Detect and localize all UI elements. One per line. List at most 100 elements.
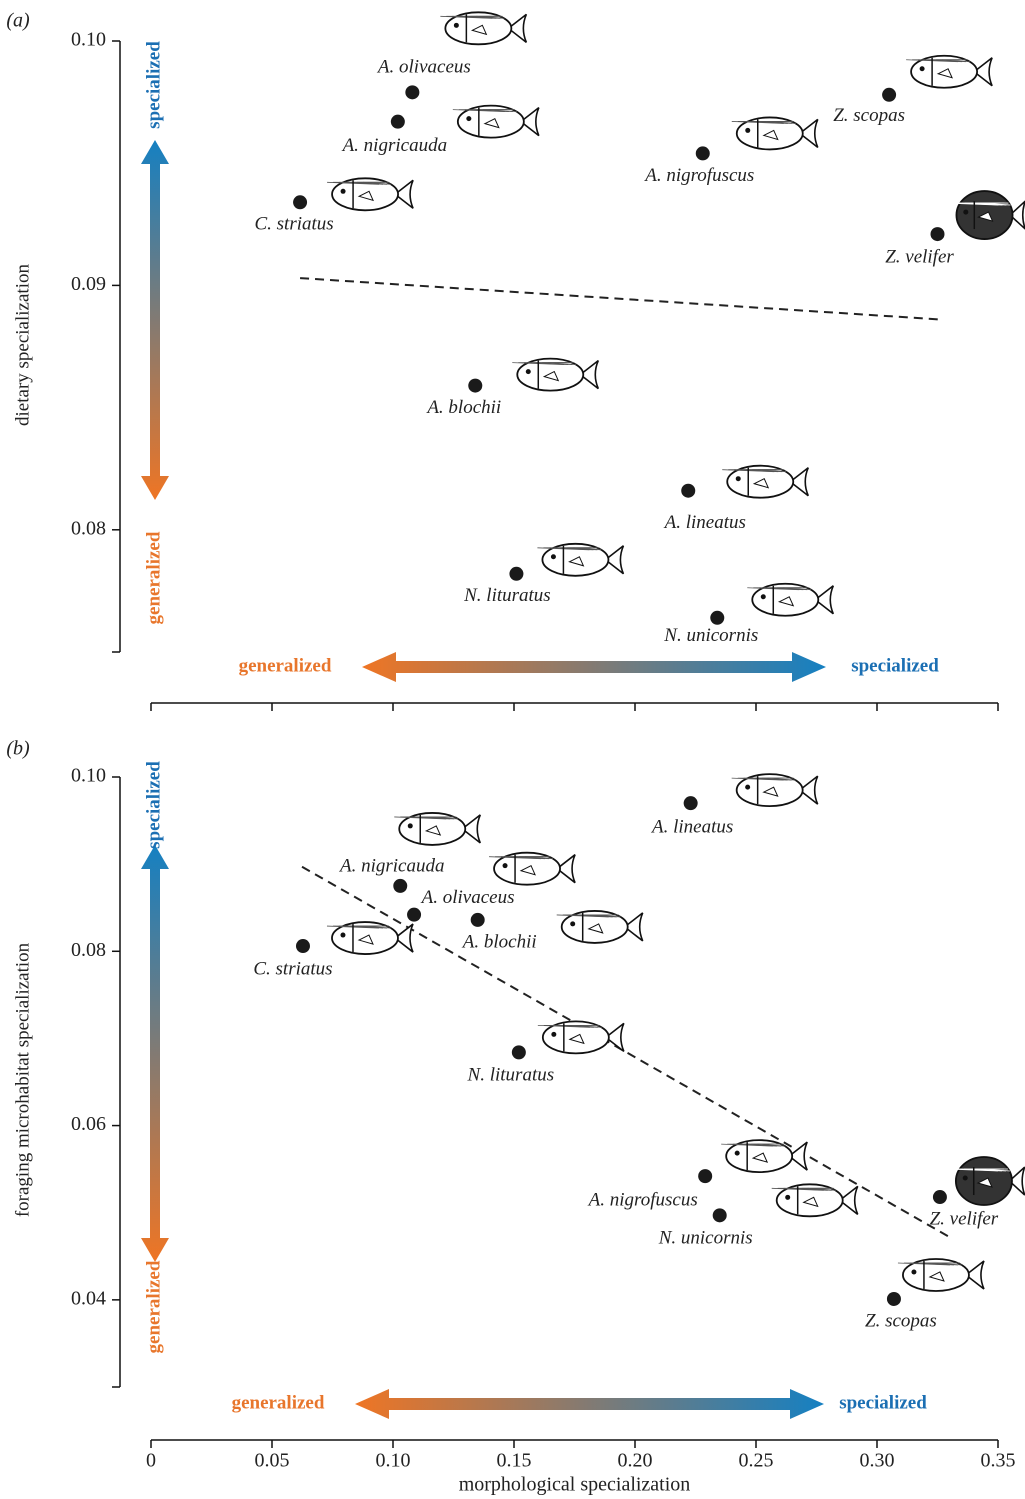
- species-label: N. lituratus: [467, 1065, 555, 1086]
- x-tick-label: 0.30: [860, 1450, 895, 1472]
- species-label: Z. scopas: [833, 105, 905, 126]
- fish-eye: [551, 1032, 556, 1037]
- fish-eye: [963, 210, 968, 215]
- y-tick-label: 0.10: [71, 29, 106, 51]
- fish-eye: [920, 66, 925, 71]
- species-label: A. lineatus: [663, 512, 746, 533]
- fish-eye: [408, 823, 413, 828]
- data-point: [931, 227, 945, 241]
- data-point: [468, 379, 482, 393]
- data-point: [512, 1045, 526, 1059]
- fish-eye: [745, 128, 750, 133]
- species-label: A. nigricauda: [338, 855, 445, 876]
- data-point: [471, 913, 485, 927]
- y-arrow-label: specialized: [143, 761, 164, 849]
- fish-icon: [394, 813, 480, 845]
- fish-eye: [785, 1195, 790, 1200]
- fish-eye: [340, 933, 345, 938]
- fish-icon: [453, 106, 539, 138]
- panel-label: (a): [6, 10, 30, 32]
- x-arrow-label: generalized: [232, 1392, 325, 1413]
- x-axis-label: morphological specialization: [459, 1474, 691, 1496]
- fish-icon: [538, 1021, 624, 1053]
- x-tick-label: 0.20: [618, 1450, 653, 1472]
- x-arrow-label: generalized: [239, 655, 332, 676]
- fish-eye: [454, 23, 459, 28]
- fish-eye: [963, 1176, 968, 1181]
- fish-eye: [503, 863, 508, 868]
- x-gradient-arrow: [362, 652, 826, 682]
- fish-icon: [732, 117, 818, 149]
- data-point: [405, 85, 419, 99]
- fish-icon: [512, 359, 598, 391]
- data-point: [698, 1169, 712, 1183]
- fish-eye: [551, 554, 556, 559]
- trendline: [300, 278, 942, 320]
- x-tick-label: 0.10: [376, 1450, 411, 1472]
- data-point: [509, 567, 523, 581]
- data-point: [293, 195, 307, 209]
- y-axis-label: dietary specialization: [12, 264, 33, 426]
- data-point: [393, 879, 407, 893]
- species-label: C. striatus: [253, 958, 332, 979]
- fish-eye: [466, 116, 471, 121]
- fish-icon: [772, 1184, 858, 1216]
- fish-icon: [327, 178, 413, 210]
- fish-icon: [537, 544, 623, 576]
- fish-icon: [440, 12, 526, 44]
- species-label: A. blochii: [425, 397, 501, 418]
- figure: (a) dietary specialization 0.08 0.09 0.10 spe…: [0, 0, 1025, 1499]
- y-arrow-label: generalized: [143, 1260, 164, 1353]
- species-label: N. unicornis: [658, 1228, 753, 1249]
- y-tick-label: 0.08: [71, 517, 106, 539]
- x-arrow-label: specialized: [851, 655, 939, 676]
- species-label: A. blochii: [461, 931, 537, 952]
- y-tick-label: 0.10: [71, 765, 106, 787]
- data-point: [681, 484, 695, 498]
- data-point: [296, 939, 310, 953]
- fish-icon: [947, 191, 1025, 239]
- x-arrow-label: specialized: [839, 1392, 927, 1413]
- data-point: [882, 88, 896, 102]
- fish-icon: [327, 922, 413, 954]
- data-point: [407, 908, 421, 922]
- fish-eye: [341, 189, 346, 194]
- fish-icon: [722, 466, 808, 498]
- fish-icon: [557, 911, 643, 943]
- fish-eye: [911, 1269, 916, 1274]
- fish-icon: [906, 56, 992, 88]
- fish-icon: [946, 1157, 1025, 1205]
- panel-label: (b): [6, 738, 30, 760]
- fish-eye: [761, 594, 766, 599]
- data-point: [887, 1292, 901, 1306]
- fish-icon: [721, 1140, 807, 1172]
- fish-eye: [745, 785, 750, 790]
- x-tick-label: 0.25: [739, 1450, 774, 1472]
- y-tick-label: 0.08: [71, 939, 106, 961]
- x-tick-label: 0.05: [255, 1450, 290, 1472]
- fish-icon: [489, 853, 575, 885]
- y-tick-label: 0.06: [71, 1113, 106, 1135]
- data-point: [684, 796, 698, 810]
- species-label: N. unicornis: [663, 625, 758, 646]
- y-gradient-arrow: [141, 140, 169, 500]
- species-label: Z. velifer: [930, 1208, 999, 1229]
- data-point: [391, 115, 405, 129]
- x-tick-label: 0.35: [981, 1450, 1016, 1472]
- species-label: A. olivaceus: [376, 57, 471, 78]
- fish-icon: [732, 774, 818, 806]
- species-label: A. nigrofuscus: [643, 165, 754, 186]
- species-label: A. lineatus: [650, 817, 733, 838]
- fish-eye: [570, 921, 575, 926]
- species-label: C. striatus: [254, 214, 333, 235]
- x-gradient-arrow: [355, 1389, 824, 1419]
- species-label: A. nigricauda: [341, 135, 448, 156]
- species-label: A. olivaceus: [420, 887, 515, 908]
- y-tick-label: 0.04: [71, 1287, 106, 1309]
- y-arrow-label: generalized: [143, 531, 164, 624]
- species-label: N. lituratus: [463, 585, 551, 606]
- data-point: [710, 611, 724, 625]
- y-gradient-arrow: [141, 845, 169, 1262]
- y-tick-label: 0.09: [71, 273, 106, 295]
- species-label: Z. scopas: [865, 1310, 937, 1331]
